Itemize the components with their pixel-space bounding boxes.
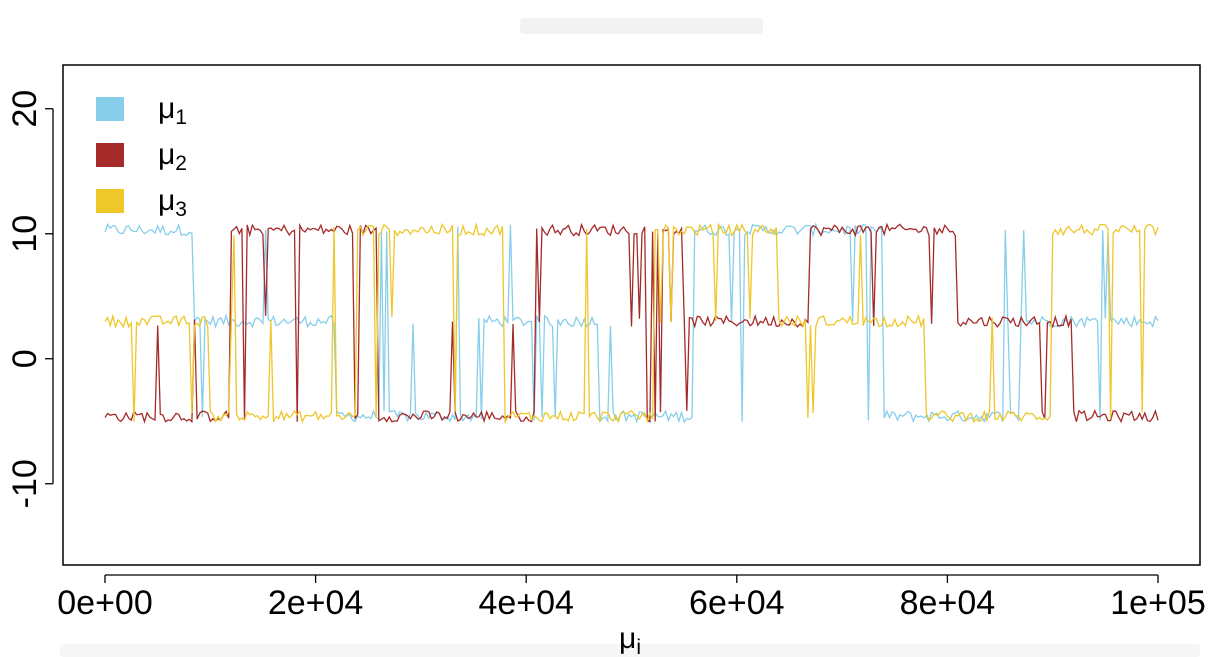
legend-label: μ3 xyxy=(158,184,187,221)
legend-label: μ2 xyxy=(158,138,187,175)
x-axis-title: μi xyxy=(619,622,641,657)
legend-label: μ1 xyxy=(158,92,187,129)
x-tick-label: 6e+04 xyxy=(689,584,785,622)
series-line-2 xyxy=(104,222,1159,424)
y-tick-label: 10 xyxy=(6,215,44,253)
legend-swatch xyxy=(96,143,124,167)
plot-frame xyxy=(62,64,1201,566)
title-smudge xyxy=(520,18,763,34)
series-layer xyxy=(104,221,1159,425)
axes: 0e+00 2e+04 4e+04 6e+04 8e+04 1e+05 -10 0 10 20 xyxy=(6,90,1206,622)
x-tick-label: 2e+04 xyxy=(268,584,364,622)
legend-swatch xyxy=(96,189,124,213)
x-tick-label: 8e+04 xyxy=(900,584,996,622)
bottom-smudge xyxy=(60,644,1200,657)
y-tick-label: 0 xyxy=(6,349,44,368)
x-tick-label: 0e+00 xyxy=(57,584,153,622)
legend-swatch xyxy=(96,97,124,121)
x-tick-label: 1e+05 xyxy=(1110,584,1206,622)
x-tick-label: 4e+04 xyxy=(478,584,574,622)
series-line-3 xyxy=(104,221,1159,425)
legend: μ1 μ2 μ3 xyxy=(96,92,187,221)
y-tick-label: 20 xyxy=(6,90,44,128)
y-tick-label: -10 xyxy=(6,459,44,508)
